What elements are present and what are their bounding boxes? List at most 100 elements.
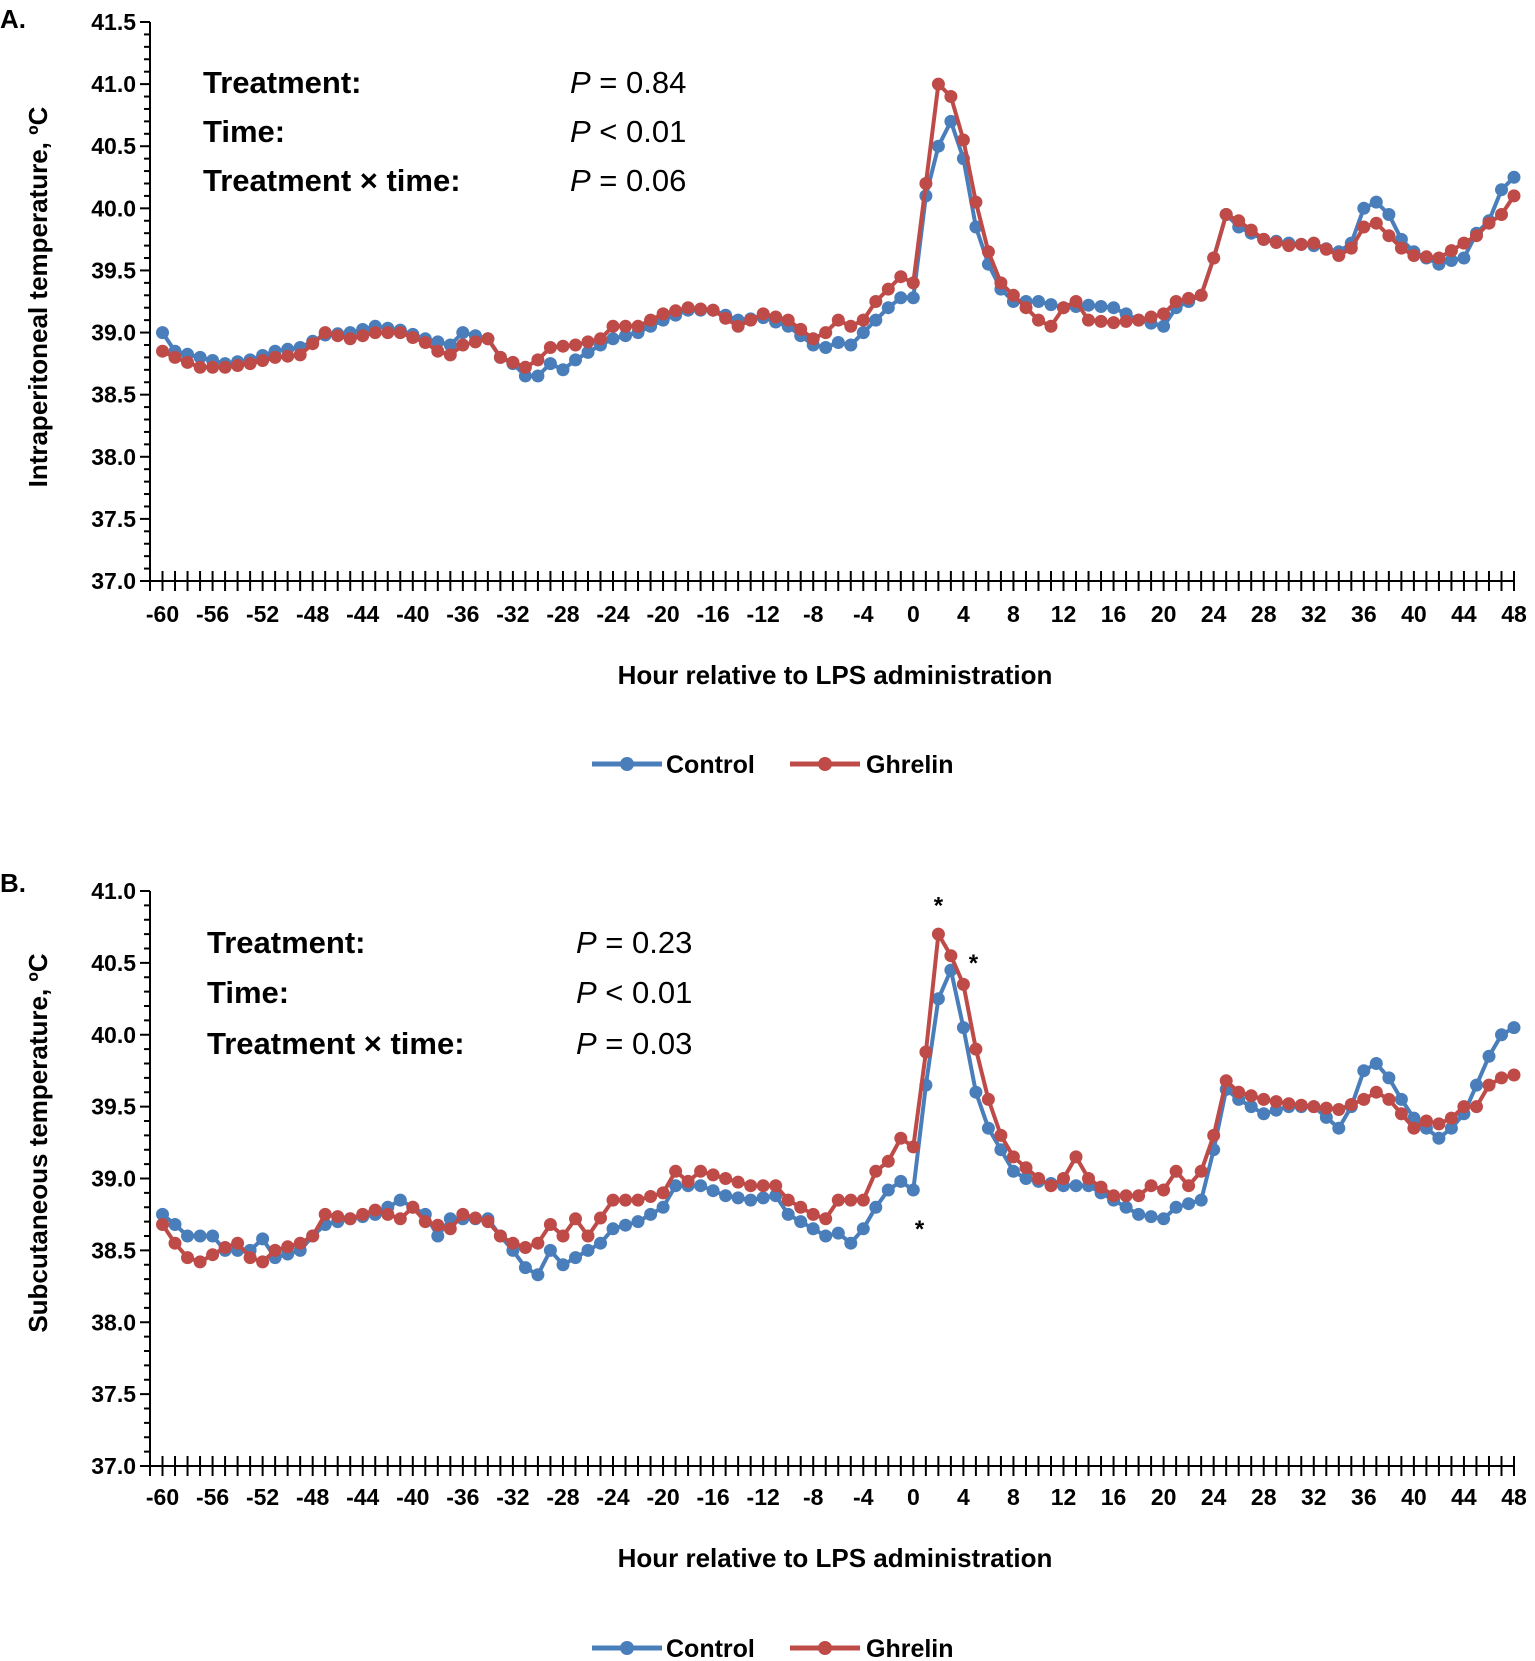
panel-b-ghrelin-point (1382, 1092, 1396, 1106)
panel-b-ghrelin-point (1044, 1179, 1058, 1193)
panel-b-ghrelin-point (844, 1193, 858, 1207)
panel-b-control-point (781, 1207, 795, 1221)
panel-a-stat-interaction-p: P = 0.06 (570, 163, 686, 198)
panel-a-ghrelin-point (706, 303, 720, 317)
panel-a-ghrelin-point (1495, 208, 1508, 221)
panel-a-ghrelin-point (844, 319, 858, 333)
panel-a-ghrelin-point (581, 335, 595, 349)
panel-a-x-tick-label: 0 (907, 601, 920, 627)
panel-b-ghrelin-point (1332, 1103, 1346, 1116)
panel-b-control-point (1244, 1100, 1258, 1114)
panel-a-ghrelin-point (531, 353, 545, 367)
panel-b-x-tick-label: -52 (246, 1484, 279, 1510)
panel-b-x-tick-label: 40 (1401, 1484, 1427, 1510)
panel-b-control-point (831, 1226, 845, 1240)
panel-a-x-tick-label: 48 (1501, 601, 1527, 627)
panel-b-control-point (819, 1229, 833, 1243)
panel-b-ghrelin-point (1507, 1068, 1521, 1082)
panel-a-ghrelin-point (931, 77, 945, 91)
panel-a-control-point (844, 338, 858, 352)
panel-a-x-axis-title: Hour relative to LPS administration (618, 660, 1053, 690)
panel-a-ghrelin-point (1344, 241, 1358, 255)
panel-b-control-point (1444, 1121, 1458, 1135)
panel-b-ghrelin-point (1232, 1085, 1246, 1099)
panel-a-ghrelin-point (1219, 208, 1233, 221)
panel-a-ghrelin-point (181, 355, 194, 369)
panel-a-ghrelin-point (769, 310, 783, 324)
panel-a-ghrelin-point (1107, 316, 1121, 330)
panel-a-ghrelin-point (1032, 313, 1045, 327)
panel-a-x-tick-label: 20 (1151, 601, 1177, 627)
panel-b-control-point (881, 1183, 895, 1197)
panel-a-x-tick-label: -36 (446, 601, 479, 627)
panel-b-x-tick-label: -60 (146, 1484, 179, 1510)
panel-b-ghrelin-point (681, 1174, 695, 1188)
panel-b-control-point (1144, 1210, 1158, 1224)
panel-b-ghrelin-point (719, 1172, 733, 1185)
panel-b-ghrelin-point (1470, 1100, 1483, 1114)
panel-a-ghrelin-point (669, 304, 683, 318)
panel-a-legend-control-label: Control (666, 751, 755, 779)
panel-a-control-point (869, 313, 883, 327)
panel-a-x-tick-label: 32 (1301, 601, 1327, 627)
panel-a-x-tick-label: 4 (957, 601, 970, 627)
panel-b-ghrelin-point (706, 1168, 720, 1182)
panel-b-x-tick-label: -40 (396, 1484, 429, 1510)
panel-b-control-point (931, 992, 945, 1006)
panel-a-ghrelin-point (1394, 241, 1408, 255)
panel-b-ghrelin-point (1107, 1189, 1121, 1203)
panel-a-ghrelin-point (806, 332, 820, 346)
panel-b-ghrelin-point (1006, 1150, 1020, 1164)
panel-a-control-point (543, 357, 557, 371)
panel-a-ghrelin-point (1057, 301, 1070, 315)
panel-a-ghrelin-point (1232, 214, 1246, 228)
panel-a-ghrelin-point (1094, 314, 1108, 328)
panel-a-ghrelin-point (1132, 313, 1146, 327)
panel-b-ghrelin-point (481, 1215, 495, 1229)
panel-a-plot-area: 37.0 37.5 38.0 38.5 39.0 39.5 40.0 40.5 41.0 41.5… (91, 9, 1527, 627)
panel-b-control-point (1157, 1212, 1171, 1226)
panel-b-control-point (543, 1243, 557, 1257)
panel-b-control-point (969, 1085, 983, 1099)
panel-b-ghrelin-point (1482, 1078, 1496, 1092)
panel-b-ghrelin-point (293, 1236, 307, 1250)
panel-b-control-point (1407, 1111, 1421, 1125)
panel-b-significance-asterisk: * (915, 1216, 925, 1243)
panel-a-ghrelin-point (343, 332, 357, 346)
panel-a-ghrelin-point (268, 350, 282, 364)
panel-a-control-point (1157, 319, 1171, 333)
panel-a-legend-ghrelin-marker (818, 757, 832, 771)
panel-a-ghrelin-point (1119, 314, 1133, 328)
panel-b-control-point (981, 1121, 995, 1135)
panel-b-ghrelin-point (1357, 1092, 1371, 1106)
panel-a-x-tick-label: -32 (496, 601, 529, 627)
panel-a-x-tick-label: 12 (1051, 601, 1077, 627)
panel-b-ghrelin-point (1407, 1121, 1421, 1135)
panel-a-ghrelin-point (956, 133, 970, 147)
panel-b-ghrelin-point (1119, 1189, 1133, 1203)
panel-b-significance-asterisk: * (934, 892, 944, 919)
panel-a-x-tick-label: 8 (1007, 601, 1020, 627)
panel-a-ghrelin-point (1207, 251, 1221, 265)
panel-b-legend-ghrelin-label: Ghrelin (866, 1635, 954, 1661)
panel-b-ghrelin-point (994, 1128, 1008, 1142)
panel-b-control-point (1394, 1092, 1408, 1106)
panel-b-ghrelin-point (1282, 1097, 1296, 1111)
panel-a-ghrelin-point (1157, 307, 1171, 321)
panel-a-ghrelin-point (819, 326, 833, 340)
panel-a-ghrelin-point (1507, 189, 1521, 203)
panel-a-ghrelin-point (719, 311, 733, 325)
panel-a-ghrelin-point (381, 326, 395, 340)
panel-b-significance-asterisk: * (969, 950, 979, 977)
panel-b-ghrelin-point (431, 1218, 445, 1232)
panel-a-ghrelin-point (794, 322, 808, 336)
panel-b-y-tick-label: 38.0 (91, 1309, 136, 1335)
panel-b-ghrelin-point (1082, 1172, 1095, 1185)
panel-b-x-tick-label: 12 (1051, 1484, 1077, 1510)
panel-b-ghrelin-point (256, 1255, 270, 1269)
panel-b-ghrelin-point (931, 927, 945, 941)
panel-b-stat-interaction-p: P = 0.03 (576, 1026, 692, 1061)
panel-b-control-point (1332, 1121, 1346, 1135)
panel-b-control-point (744, 1193, 758, 1207)
panel-a-x-tick-label: 28 (1251, 601, 1277, 627)
